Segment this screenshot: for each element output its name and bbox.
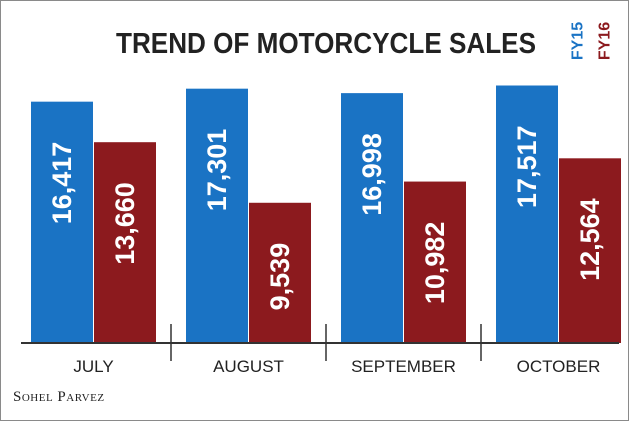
bar-october-fy16 bbox=[559, 158, 621, 343]
category-label-july: JULY bbox=[73, 357, 113, 376]
category-label-august: AUGUST bbox=[213, 357, 284, 376]
x-axis: JULY AUGUST SEPTEMBER OCTOBER bbox=[21, 324, 619, 376]
category-label-october: OCTOBER bbox=[517, 357, 601, 376]
value-label-september-fy15: 16,998 bbox=[357, 133, 387, 216]
category-label-september: SEPTEMBER bbox=[351, 357, 456, 376]
bar-october-fy15 bbox=[496, 85, 558, 344]
value-labels-group: 16,417 13,660 17,301 9,539 16,998 10,982 17,51… bbox=[47, 126, 605, 311]
photo-credit: Sohel Parvez bbox=[13, 389, 105, 405]
bar-july-fy16 bbox=[94, 142, 156, 343]
bar-september-fy15 bbox=[341, 93, 403, 344]
value-label-august-fy15: 17,301 bbox=[202, 129, 232, 212]
legend-fy16: FY16 bbox=[597, 22, 614, 60]
legend-fy15: FY15 bbox=[570, 22, 587, 60]
bars-group bbox=[31, 85, 621, 344]
bar-august-fy16 bbox=[249, 202, 311, 343]
bar-july-fy15 bbox=[31, 101, 93, 343]
value-label-july-fy16: 13,660 bbox=[110, 182, 140, 265]
value-label-july-fy15: 16,417 bbox=[47, 142, 77, 225]
value-label-september-fy16: 10,982 bbox=[420, 222, 450, 305]
chart-legend: FY15 FY16 bbox=[570, 22, 614, 60]
value-label-october-fy16: 12,564 bbox=[575, 198, 605, 281]
value-label-august-fy16: 9,539 bbox=[265, 243, 295, 311]
value-label-october-fy15: 17,517 bbox=[512, 126, 542, 209]
bar-september-fy16 bbox=[404, 181, 466, 343]
bar-august-fy15 bbox=[186, 88, 248, 344]
chart-title: TREND OF MOTORCYCLE SALES bbox=[116, 28, 536, 60]
